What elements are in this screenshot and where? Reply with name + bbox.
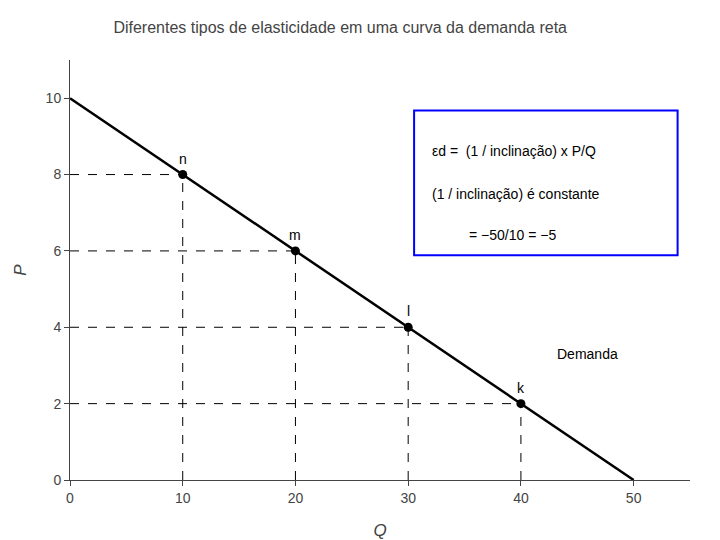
svg-text:30: 30: [400, 490, 416, 506]
svg-text:50: 50: [626, 490, 642, 506]
svg-text:k: k: [517, 380, 525, 396]
svg-text:m: m: [289, 227, 301, 243]
svg-text:40: 40: [513, 490, 529, 506]
svg-text:n: n: [179, 151, 187, 167]
svg-text:P: P: [11, 264, 30, 276]
svg-text:= −50/10 = −5: = −50/10 = −5: [469, 227, 556, 243]
svg-text:10: 10: [46, 90, 62, 106]
svg-text:Demanda: Demanda: [557, 346, 618, 362]
svg-text:8: 8: [53, 166, 61, 182]
svg-text:Q: Q: [373, 521, 386, 540]
svg-text:6: 6: [53, 243, 61, 259]
svg-text:20: 20: [288, 490, 304, 506]
svg-text:εd = (1 / inclinação) x P/Q: εd = (1 / inclinação) x P/Q: [432, 143, 596, 159]
svg-text:(1 / inclinação) é constante: (1 / inclinação) é constante: [432, 186, 600, 202]
svg-text:l: l: [407, 303, 410, 319]
svg-text:10: 10: [175, 490, 191, 506]
svg-text:0: 0: [53, 472, 61, 488]
svg-text:0: 0: [66, 490, 74, 506]
svg-text:Diferentes tipos de elasticida: Diferentes tipos de elasticidade em uma …: [113, 19, 567, 36]
svg-text:4: 4: [53, 319, 61, 335]
svg-text:2: 2: [53, 396, 61, 412]
